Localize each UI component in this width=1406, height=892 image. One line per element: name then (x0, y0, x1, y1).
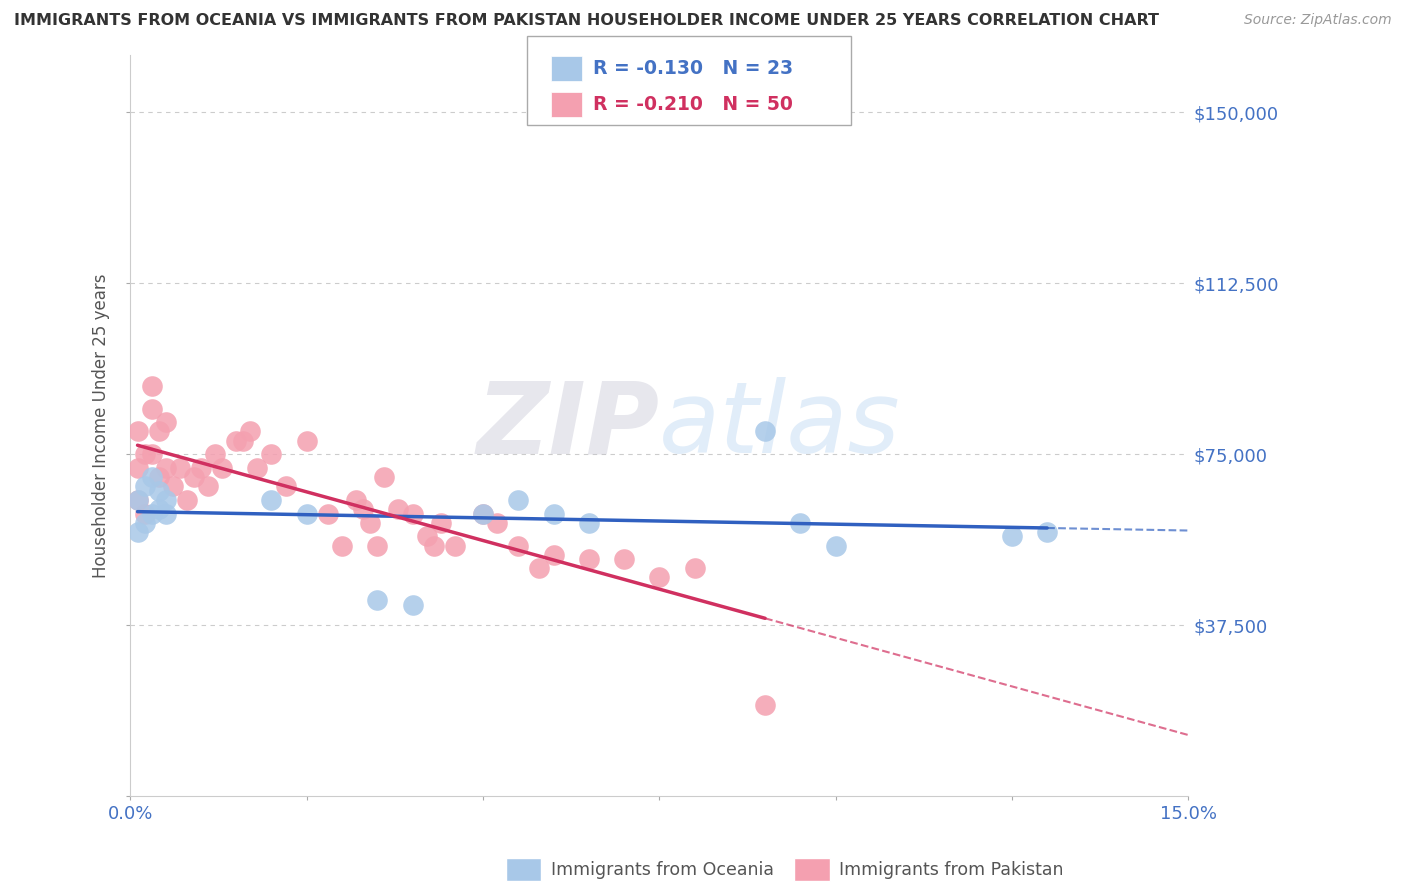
Text: Source: ZipAtlas.com: Source: ZipAtlas.com (1244, 13, 1392, 28)
Point (415, 529, 437, 543)
Point (1001, 529, 1024, 543)
Point (578, 516, 600, 530)
Point (127, 492, 149, 507)
Point (366, 539, 388, 553)
Point (648, 570, 671, 584)
Text: Immigrants from Pakistan: Immigrants from Pakistan (839, 861, 1064, 879)
Point (141, 507, 163, 521)
Text: ZIP: ZIP (477, 377, 659, 475)
Point (316, 507, 339, 521)
Point (344, 492, 367, 507)
Point (155, 492, 177, 507)
Text: atlas: atlas (659, 377, 901, 475)
Point (141, 447, 163, 461)
Point (330, 539, 353, 553)
Point (508, 492, 530, 507)
Point (204, 447, 226, 461)
Point (232, 434, 254, 448)
Point (197, 479, 219, 493)
Point (162, 479, 184, 493)
Point (401, 598, 423, 612)
Point (429, 516, 451, 530)
Point (260, 492, 283, 507)
Point (443, 539, 465, 553)
Point (472, 507, 495, 521)
Point (211, 461, 233, 475)
Point (754, 425, 776, 439)
Point (134, 479, 156, 493)
Point (789, 516, 811, 530)
Point (387, 502, 409, 516)
Point (366, 593, 388, 607)
Text: Immigrants from Oceania: Immigrants from Oceania (551, 861, 775, 879)
Point (373, 470, 395, 484)
Point (127, 524, 149, 539)
Point (141, 470, 163, 484)
Point (155, 416, 177, 430)
Point (176, 492, 198, 507)
Text: IMMIGRANTS FROM OCEANIA VS IMMIGRANTS FROM PAKISTAN HOUSEHOLDER INCOME UNDER 25 : IMMIGRANTS FROM OCEANIA VS IMMIGRANTS FR… (14, 13, 1159, 29)
Point (239, 425, 262, 439)
Point (155, 507, 177, 521)
Point (683, 561, 706, 575)
Text: R = -0.210   N = 50: R = -0.210 N = 50 (593, 95, 793, 114)
Text: R = -0.130   N = 23: R = -0.130 N = 23 (593, 59, 793, 78)
Point (1036, 524, 1059, 539)
Point (472, 507, 495, 521)
Point (225, 434, 247, 448)
Point (183, 470, 205, 484)
Point (169, 461, 191, 475)
Point (543, 507, 565, 521)
Point (148, 502, 170, 516)
Point (529, 561, 551, 575)
Point (148, 483, 170, 498)
Point (613, 552, 636, 566)
Point (359, 516, 381, 530)
Point (274, 479, 297, 493)
Y-axis label: Householder Income Under 25 years: Householder Income Under 25 years (93, 274, 110, 578)
Point (127, 461, 149, 475)
Point (422, 539, 444, 553)
Point (246, 461, 269, 475)
Point (148, 425, 170, 439)
Point (754, 698, 776, 713)
Point (190, 461, 212, 475)
Point (141, 401, 163, 416)
Point (401, 507, 423, 521)
Point (127, 492, 149, 507)
Point (508, 539, 530, 553)
Point (127, 425, 149, 439)
Point (155, 461, 177, 475)
Point (260, 447, 283, 461)
Point (543, 548, 565, 562)
Point (134, 507, 156, 521)
Point (578, 552, 600, 566)
Point (352, 502, 374, 516)
Point (486, 516, 509, 530)
Point (134, 447, 156, 461)
Point (295, 434, 318, 448)
Point (824, 539, 846, 553)
Point (134, 516, 156, 530)
Point (148, 470, 170, 484)
Point (141, 379, 163, 393)
Point (295, 507, 318, 521)
